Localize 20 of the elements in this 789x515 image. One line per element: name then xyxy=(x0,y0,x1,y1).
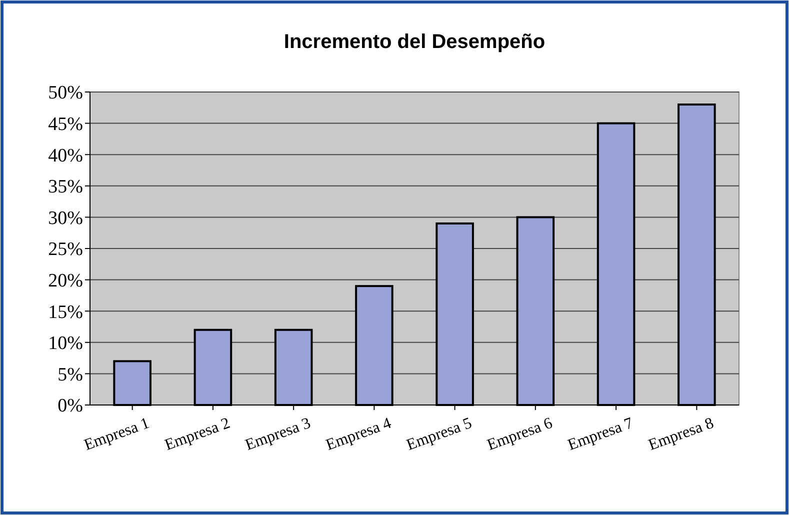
y-tick-label: 30% xyxy=(48,208,84,229)
x-tick-label: Empresa 7 xyxy=(566,414,636,454)
y-tick-label: 25% xyxy=(48,239,84,260)
y-tick-label: 50% xyxy=(48,82,84,104)
y-tick-label: 35% xyxy=(48,176,84,198)
x-tick-label: Empresa 5 xyxy=(404,414,474,454)
y-tick-label: 40% xyxy=(48,145,84,166)
y-tick-label: 0% xyxy=(58,396,84,417)
y-tick-label: 20% xyxy=(48,270,84,292)
x-tick-label: Empresa 1 xyxy=(82,414,152,454)
x-tick-label: Empresa 2 xyxy=(162,414,232,454)
y-tick-label: 10% xyxy=(48,333,84,354)
x-tick-label: Empresa 3 xyxy=(243,414,313,454)
chart-title: Incremento del Desempeño xyxy=(284,31,546,53)
y-tick-label: 15% xyxy=(48,302,84,323)
x-tick-label: Empresa 6 xyxy=(485,414,555,454)
x-tick-label: Empresa 4 xyxy=(324,414,394,454)
y-tick-label: 5% xyxy=(58,364,84,386)
y-tick-label: 45% xyxy=(48,114,84,135)
x-tick-label: Empresa 8 xyxy=(646,414,716,454)
